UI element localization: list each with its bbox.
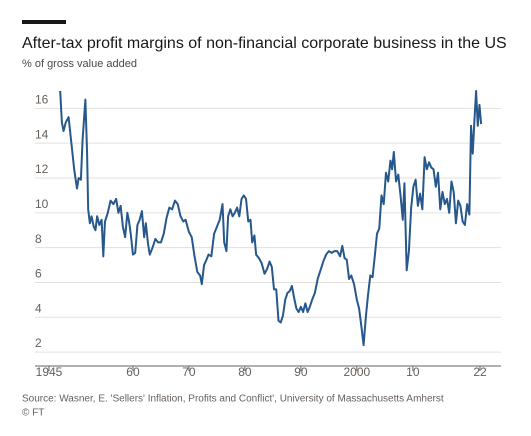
y-tick-label: 8 [35,232,42,246]
credit: © FT [22,408,44,419]
y-tick-label: 4 [35,301,42,315]
source: Source: Wasner, E. 'Sellers' Inflation, … [22,394,444,405]
y-tick-label: 14 [35,127,49,141]
y-tick-label: 12 [35,162,49,176]
y-tick-label: 2 [35,336,42,350]
y-tick-label: 10 [35,197,49,211]
chart-subtitle: % of gross value added [22,58,137,70]
x-tick-label: 10 [406,365,420,379]
x-tick-label: 80 [238,365,252,379]
x-tick-label: 90 [294,365,308,379]
chart-title: After-tax profit margins of non-financia… [22,35,507,52]
x-tick-label: 1945 [36,365,63,379]
y-tick-label: 6 [35,267,42,281]
x-tick-label: 60 [126,365,140,379]
data-line [59,89,483,347]
x-tick-label: 2000 [344,365,371,379]
brand-bar [22,20,66,24]
x-tick-label: 70 [182,365,196,379]
y-tick-label: 16 [35,93,49,107]
x-tick-label: 22 [473,365,487,379]
